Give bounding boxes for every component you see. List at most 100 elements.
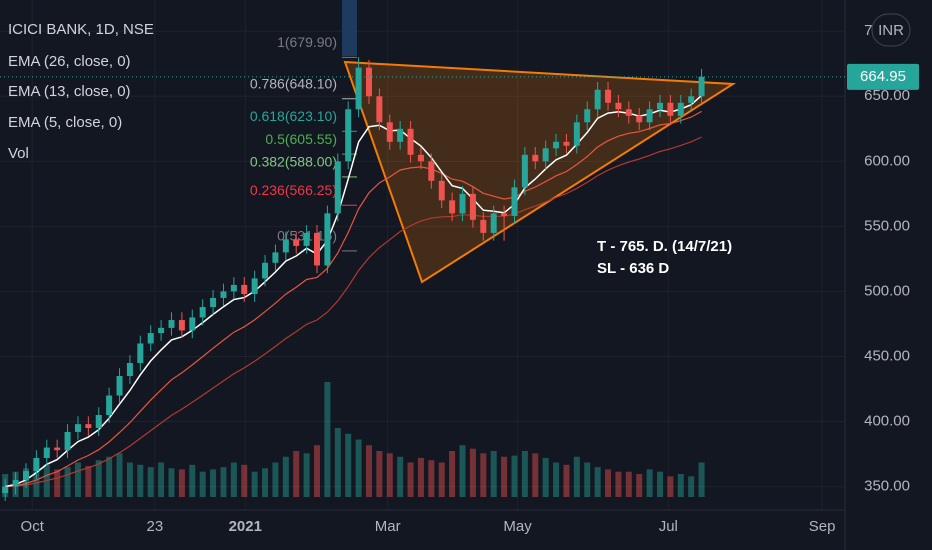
volume-bar — [438, 462, 445, 497]
x-tick-label: Oct — [21, 518, 45, 535]
volume-bar — [345, 433, 352, 497]
candle-body — [376, 96, 383, 123]
candle-body — [521, 154, 528, 188]
volume-bar — [605, 469, 612, 497]
candle-body — [511, 187, 518, 216]
candle-body — [345, 109, 352, 162]
chart-title: ICICI BANK, 1D, NSE — [8, 21, 154, 38]
candle-body — [605, 89, 612, 103]
volume-bar — [282, 456, 289, 497]
candle-body — [646, 109, 653, 123]
candle-body — [324, 213, 331, 266]
candle-body — [22, 470, 29, 481]
candle-body — [137, 343, 144, 363]
candle-body — [501, 213, 508, 216]
x-tick-label: Jul — [659, 518, 678, 535]
candle-body — [688, 96, 695, 103]
volume-bar — [449, 451, 456, 497]
volume-bar — [688, 476, 695, 497]
candle-body — [625, 109, 632, 116]
triangle-drawing — [343, 60, 737, 284]
volume-bar — [386, 453, 393, 497]
volume-bar — [95, 460, 102, 497]
volume-bar — [178, 469, 185, 497]
volume-bar — [563, 464, 570, 497]
candle-body — [64, 431, 71, 451]
candle-body — [480, 219, 487, 233]
volume-bar — [584, 462, 591, 497]
volume-bar — [480, 453, 487, 497]
volume-bar — [199, 471, 206, 497]
volume-bar — [334, 428, 341, 497]
candle-body — [407, 128, 414, 155]
legend-entry: EMA (5, close, 0) — [8, 114, 122, 131]
volume-bar — [542, 457, 549, 497]
ema-line — [5, 136, 702, 488]
volume-bar — [355, 439, 362, 497]
volume-bar — [272, 462, 279, 497]
candles-layer — [2, 57, 705, 501]
candle-body — [459, 193, 466, 214]
volume-bar — [210, 469, 217, 497]
annotation: T - 765. D. (14/7/21) — [597, 238, 732, 255]
legend-entry: EMA (26, close, 0) — [8, 53, 131, 70]
volume-bar — [262, 468, 269, 497]
volume-bar — [573, 456, 580, 497]
volume-bar — [625, 471, 632, 497]
highlight-band — [342, 0, 357, 56]
volume-bar — [677, 474, 684, 497]
candle-body — [573, 122, 580, 146]
volume-bar — [137, 464, 144, 497]
candle-body — [199, 307, 206, 318]
x-tick-label: 2021 — [229, 518, 262, 535]
candle-body — [33, 457, 40, 471]
volume-bar — [126, 462, 133, 497]
volume-bar — [667, 476, 674, 497]
y-tick-label: 400.00 — [864, 412, 910, 429]
candle-body — [553, 141, 560, 149]
ema-line — [5, 94, 703, 488]
candle-body — [251, 278, 258, 295]
volume-bar — [656, 471, 663, 497]
candle-body — [12, 480, 19, 487]
volume-bar — [303, 453, 310, 497]
price-tag-label: 664.95 — [860, 68, 906, 85]
candle-body — [428, 161, 435, 181]
volume-bar — [469, 448, 476, 497]
candle-body — [532, 154, 539, 162]
candle-body — [397, 128, 404, 142]
volume-bar — [189, 464, 196, 497]
candle-body — [210, 297, 217, 308]
y-tick-label: 600.00 — [864, 152, 910, 169]
volume-bar — [365, 445, 372, 497]
candle-body — [355, 67, 362, 110]
candle-body — [189, 317, 196, 331]
volume-bar — [594, 467, 601, 497]
currency-button[interactable] — [871, 13, 911, 47]
candle-body — [74, 424, 81, 432]
candle-body — [168, 320, 175, 328]
candle-body — [293, 239, 300, 246]
candle-body — [386, 122, 393, 142]
volume-bar — [220, 467, 227, 497]
y-tick-label: 350.00 — [864, 478, 910, 495]
candle-body — [542, 148, 549, 162]
fib-label: 0.5(605.55) — [265, 131, 337, 147]
legend-entry: EMA (13, close, 0) — [8, 83, 131, 100]
price-tag — [847, 63, 919, 90]
candle-body — [230, 284, 237, 292]
volume-bar — [85, 465, 92, 497]
candle-body — [417, 154, 424, 162]
volume-bar — [428, 460, 435, 497]
volume-bar — [251, 471, 258, 497]
volume-bar — [553, 462, 560, 497]
volume-bar — [417, 457, 424, 497]
x-tick-label: Mar — [375, 518, 401, 535]
candle-body — [262, 262, 269, 279]
ema-layer — [5, 94, 703, 488]
volume-bar — [116, 453, 123, 497]
currency-label[interactable]: INR — [878, 22, 904, 39]
candle-body — [636, 115, 643, 123]
candle-body — [584, 109, 591, 123]
